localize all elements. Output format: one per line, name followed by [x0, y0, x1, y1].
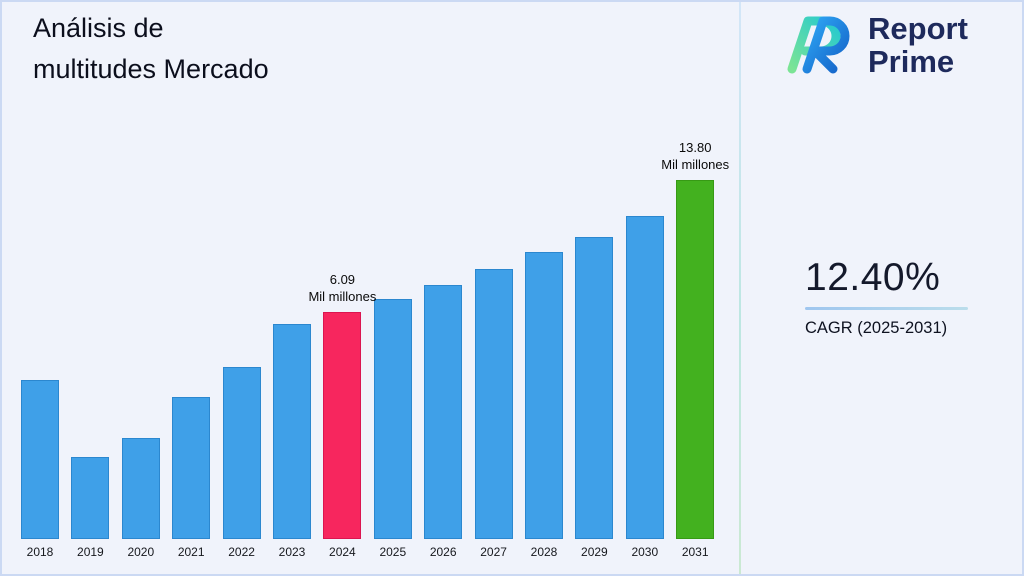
bar-2031 — [676, 180, 715, 539]
cagr-value: 12.40% — [805, 256, 941, 299]
bar-2025 — [373, 299, 412, 539]
x-axis-label-2027: 2027 — [480, 545, 507, 559]
bar-2028 — [525, 252, 563, 539]
report-prime-logo-icon — [787, 16, 850, 74]
x-axis-label-2026: 2026 — [429, 545, 457, 559]
x-axis-label-2019: 2019 — [77, 545, 104, 559]
x-axis-label-2030: 2030 — [631, 545, 659, 559]
bar-2027 — [474, 269, 513, 539]
brand-name-line1: Report — [868, 11, 968, 46]
x-axis-label-2028: 2028 — [530, 545, 558, 559]
x-axis-label-2021: 2021 — [177, 545, 205, 559]
brand-header: Report Prime — [780, 12, 968, 78]
bar-2024 — [323, 312, 362, 539]
page-title: Análisis de multitudes Mercado — [33, 8, 269, 89]
brand-name: Report Prime — [868, 12, 968, 78]
cagr-underline — [805, 307, 968, 310]
bar-2023 — [273, 324, 311, 539]
divider-line — [739, 2, 741, 574]
x-axis-label-2031: 2031 — [681, 545, 709, 559]
bar-2018 — [21, 380, 59, 539]
x-axis-label-2024: 2024 — [329, 545, 356, 559]
cagr-block: 12.40% CAGR (2025-2031) — [805, 256, 968, 338]
x-axis-label-2029: 2029 — [581, 545, 608, 559]
bar-2019 — [71, 457, 110, 539]
page-title-line2: multitudes Mercado — [33, 53, 269, 84]
bar-2022 — [222, 367, 261, 539]
bar-chart: 2018 2019 2020 2021 2022 2023 2024 2025 2026 2027… — [2, 2, 739, 574]
brand-name-line2: Prime — [868, 44, 955, 80]
cagr-label: CAGR (2025-2031) — [805, 319, 948, 337]
bar-annotation-2024: 6.09 Mil millones — [308, 271, 377, 305]
bar-2021 — [172, 397, 211, 539]
x-axis-label-2022: 2022 — [228, 545, 255, 559]
bar-2026 — [424, 285, 463, 539]
bar-2029 — [575, 237, 614, 539]
bar-2030 — [625, 216, 664, 539]
bar-annotation-2031: 13.80 Mil millones — [661, 139, 730, 173]
x-axis-label-2018: 2018 — [26, 545, 54, 559]
page-title-line1: Análisis de — [33, 13, 164, 43]
x-axis-label-2020: 2020 — [127, 545, 155, 559]
x-axis-label-2025: 2025 — [379, 545, 407, 559]
bar-2020 — [121, 438, 160, 539]
x-axis-label-2023: 2023 — [278, 545, 306, 559]
